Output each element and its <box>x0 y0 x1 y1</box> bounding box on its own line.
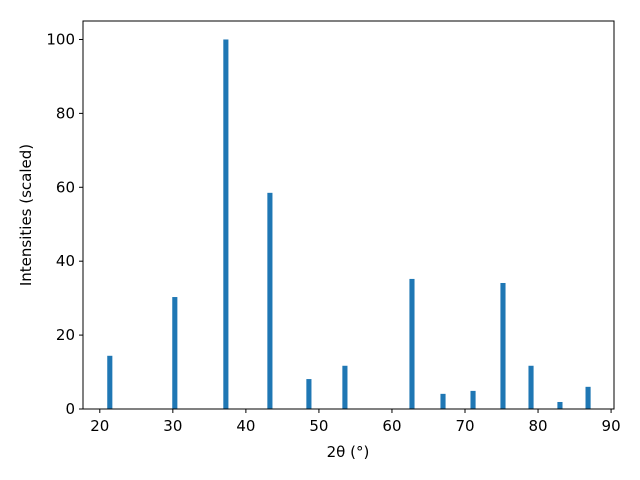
y-axis-label: Intensities (scaled) <box>17 144 35 286</box>
bar <box>440 393 446 409</box>
bar <box>409 278 415 409</box>
x-tick-label: 30 <box>163 417 182 435</box>
bar <box>585 386 591 409</box>
x-tick-label: 90 <box>602 417 621 435</box>
x-tick-label: 80 <box>528 417 547 435</box>
bar <box>306 379 312 409</box>
x-tick-label: 50 <box>309 417 328 435</box>
bar <box>342 365 348 409</box>
y-tick-label: 60 <box>56 178 75 196</box>
y-tick-label: 100 <box>46 30 75 48</box>
y-tick-label: 40 <box>56 252 75 270</box>
bar <box>107 355 113 409</box>
bar <box>223 39 229 409</box>
bar <box>172 297 178 409</box>
plot-frame <box>82 20 615 410</box>
bar <box>470 390 476 409</box>
y-tick-label: 20 <box>56 326 75 344</box>
x-tick-label: 40 <box>236 417 255 435</box>
y-tick-label: 0 <box>65 400 75 418</box>
bar <box>267 192 273 409</box>
bar <box>557 401 563 409</box>
x-tick-label: 20 <box>90 417 109 435</box>
x-axis-label: 2θ (°) <box>327 443 370 461</box>
bar <box>500 282 506 409</box>
x-tick-label: 60 <box>382 417 401 435</box>
bar <box>528 365 534 409</box>
y-tick-label: 80 <box>56 104 75 122</box>
x-tick-label: 70 <box>455 417 474 435</box>
